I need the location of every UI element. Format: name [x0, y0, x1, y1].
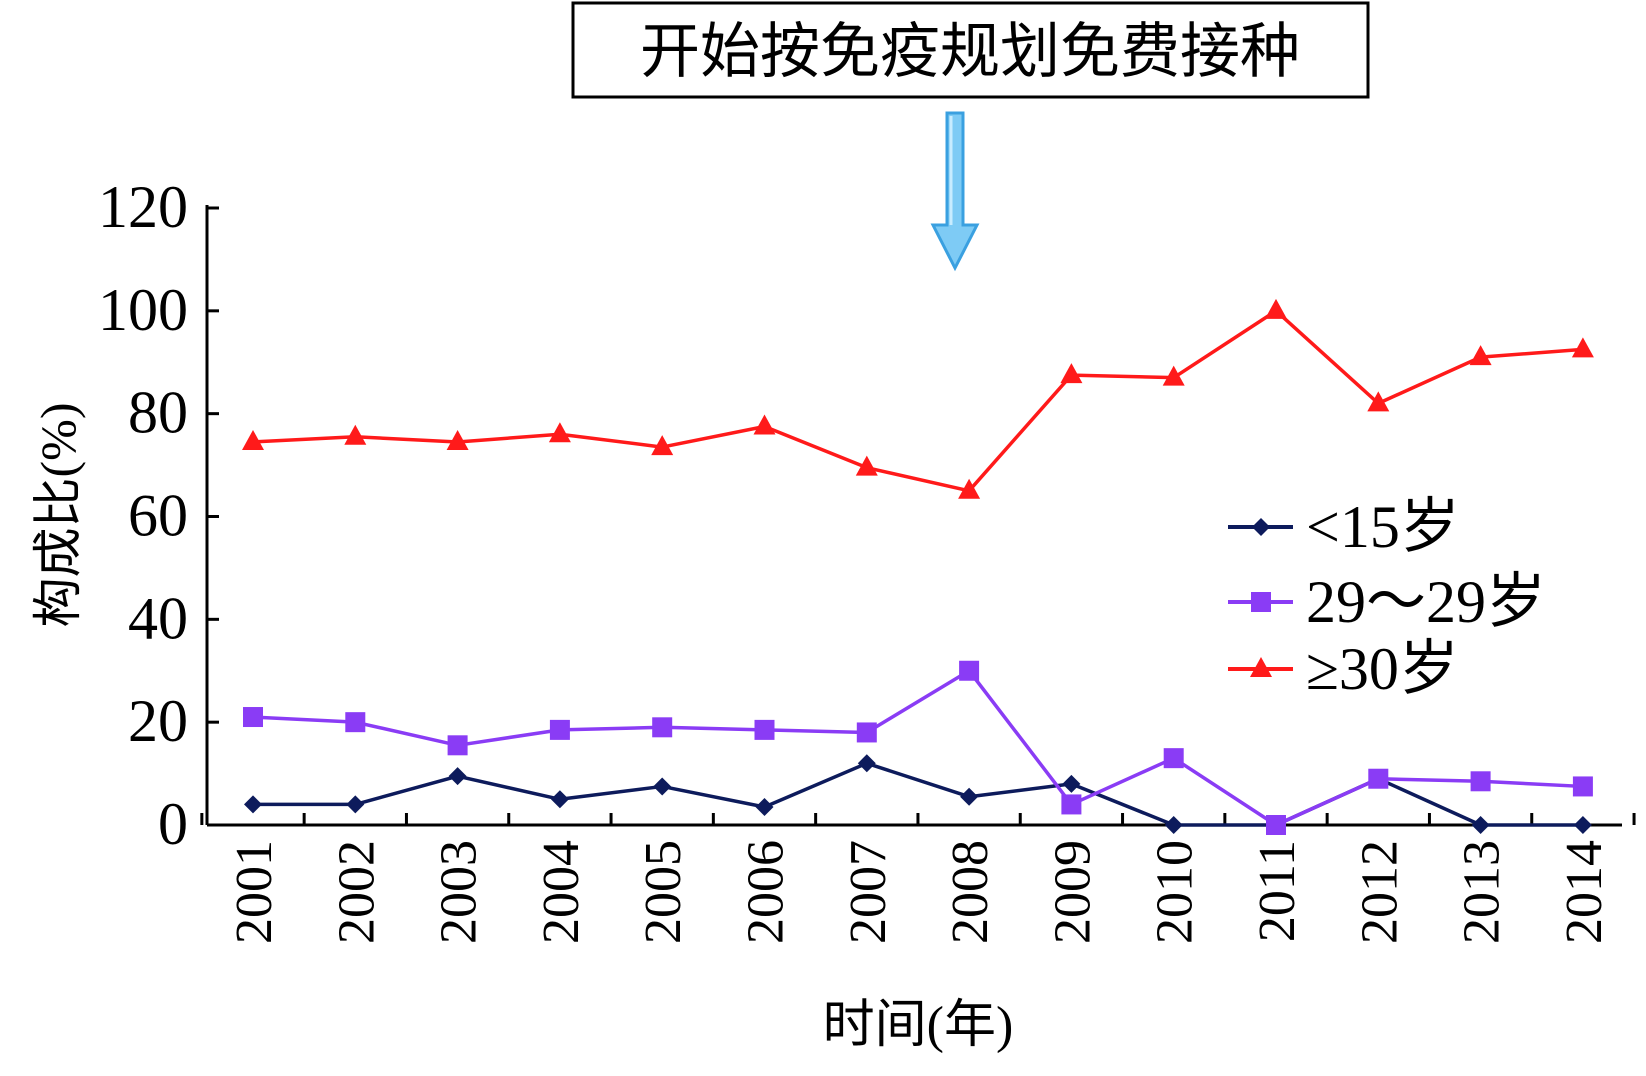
data-point	[1266, 815, 1286, 835]
series-line	[252, 309, 1584, 493]
data-point	[1163, 748, 1184, 769]
data-point	[344, 424, 367, 445]
series-age-29-29	[243, 660, 1593, 835]
x-tick-label: 2010	[1147, 840, 1204, 944]
data-point	[754, 719, 775, 740]
x-tick-label: 2014	[1556, 840, 1613, 944]
y-tick-label: 100	[98, 277, 188, 343]
data-point	[753, 414, 776, 435]
data-point	[446, 429, 469, 450]
x-tick-label: 2007	[840, 840, 897, 944]
y-ticks: 0 20 40 60 80 100 120	[98, 174, 219, 857]
y-tick-label: 0	[158, 791, 188, 857]
data-point	[548, 422, 571, 443]
data-point	[857, 754, 876, 773]
data-point	[653, 777, 672, 796]
series-line	[252, 669, 1583, 827]
data-point	[243, 707, 263, 728]
data-point	[958, 478, 981, 499]
annotation: 开始按免疫规划免费接种	[571, 1, 1370, 99]
data-point	[549, 719, 570, 740]
series-age-30-plus	[242, 298, 1594, 499]
annotation-box	[571, 1, 1370, 99]
legend-item: <15岁	[1228, 494, 1460, 560]
x-tick-label: 2012	[1351, 840, 1408, 944]
x-tick-label: 2001	[226, 840, 283, 944]
y-tick-label: 80	[128, 380, 188, 446]
y-tick-label: 60	[128, 483, 188, 549]
x-tick-label: 2005	[635, 840, 692, 944]
legend-marker	[1252, 518, 1270, 536]
data-point	[856, 722, 877, 743]
down-arrow-icon	[930, 111, 980, 272]
y-tick-label: 120	[98, 174, 188, 240]
data-point	[1265, 298, 1287, 319]
data-point	[1573, 816, 1592, 834]
legend: <15岁 29～29岁≥30岁	[1228, 494, 1546, 702]
legend-label: <15岁	[1306, 494, 1460, 560]
data-point	[1162, 365, 1185, 386]
data-point	[1471, 816, 1490, 834]
legend-label: ≥30岁	[1306, 636, 1459, 702]
data-point	[1164, 816, 1183, 834]
data-point	[1060, 363, 1083, 384]
data-point	[755, 798, 774, 817]
x-axis-title: 时间(年)	[823, 997, 1014, 1054]
data-point	[652, 717, 673, 738]
x-tick-label: 2006	[738, 840, 795, 944]
data-point	[855, 455, 878, 476]
annotation-text: 开始按免疫规划免费接种	[640, 19, 1300, 85]
legend-marker	[1251, 592, 1271, 612]
y-tick-label: 40	[128, 585, 188, 651]
x-tick-label: 2008	[942, 840, 999, 944]
data-point	[959, 660, 980, 681]
data-point	[1469, 345, 1492, 366]
series-layer	[242, 298, 1594, 835]
y-tick-label: 20	[128, 688, 188, 754]
legend-marker	[1250, 657, 1272, 677]
data-point	[448, 767, 467, 786]
data-point	[1470, 771, 1491, 792]
x-ticks: 2001 2002 2003 2004 2005 2006 2007 2008 2009 2010…	[200, 813, 1636, 944]
data-point	[346, 795, 365, 814]
data-point	[1572, 776, 1593, 797]
data-point	[1571, 337, 1594, 358]
data-point	[345, 712, 366, 733]
data-point	[960, 787, 979, 806]
data-point	[242, 429, 264, 450]
data-point	[1062, 774, 1081, 793]
x-tick-label: 2004	[533, 840, 590, 944]
x-tick-label: 2003	[431, 840, 488, 944]
data-point	[550, 790, 569, 809]
x-tick-label: 2013	[1454, 840, 1511, 944]
data-point	[651, 435, 674, 456]
legend-label: 29～29岁	[1306, 569, 1546, 635]
legend-item: 29～29岁	[1228, 569, 1546, 635]
data-point	[447, 735, 468, 756]
legend-item: ≥30岁	[1228, 636, 1459, 702]
data-point	[1367, 391, 1390, 412]
y-axis-title: 构成比(%)	[30, 403, 86, 628]
data-point	[244, 795, 262, 814]
x-tick-label: 2002	[328, 840, 385, 944]
x-tick-label: 2009	[1044, 840, 1101, 944]
data-point	[1368, 768, 1389, 789]
x-tick-label: 2011	[1249, 840, 1306, 942]
data-point	[1061, 794, 1082, 815]
